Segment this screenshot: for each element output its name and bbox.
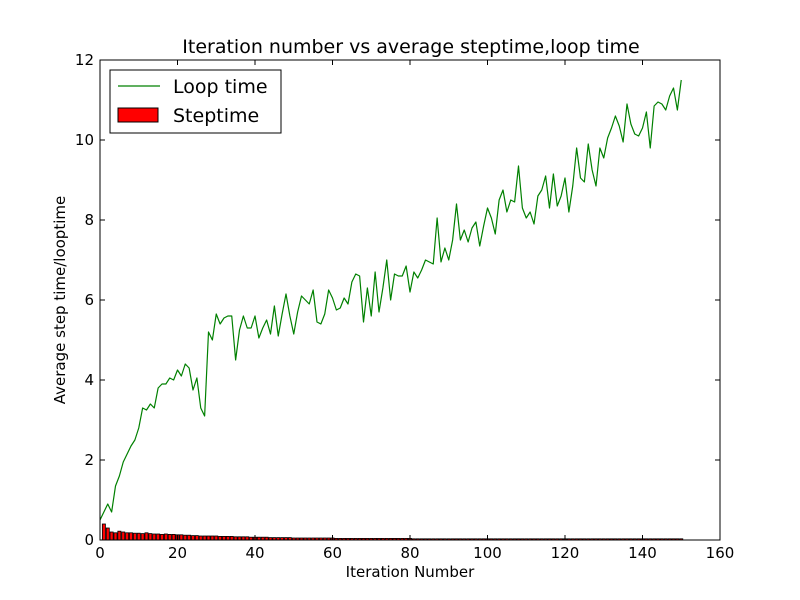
steptime-bar: [121, 531, 126, 541]
legend-label-steptime: Steptime: [173, 105, 259, 127]
legend-bar-swatch: [117, 107, 159, 123]
x-tick-label: 40: [245, 544, 264, 562]
steptime-bar: [136, 532, 141, 541]
x-tick-label: 120: [551, 544, 580, 562]
steptime-bar: [183, 534, 188, 541]
steptime-bar: [156, 533, 161, 541]
steptime-bar: [167, 534, 172, 541]
steptime-bar: [163, 533, 168, 541]
steptime-bar: [132, 532, 137, 541]
steptime-bar: [129, 532, 133, 541]
steptime-bar: [187, 534, 192, 541]
steptime-bar: [214, 535, 219, 541]
y-tick-label: 12: [75, 51, 94, 69]
x-tick-label: 0: [95, 544, 105, 562]
steptime-bar: [222, 536, 226, 541]
steptime-bar: [105, 527, 110, 541]
legend-label-loop-time: Loop time: [173, 76, 268, 98]
x-tick-label: 100: [473, 544, 502, 562]
steptime-bar: [179, 534, 184, 541]
steptime-bar: [125, 532, 130, 541]
steptime-bar: [101, 523, 106, 541]
x-tick-label: 60: [323, 544, 342, 562]
steptime-bar: [194, 535, 199, 541]
steptime-bar: [225, 536, 230, 541]
steptime-bar: [198, 535, 203, 541]
x-tick-label: 160: [706, 544, 735, 562]
x-tick-label: 80: [400, 544, 419, 562]
steptime-bar: [152, 533, 157, 541]
x-tick-label: 140: [628, 544, 657, 562]
steptime-bar: [140, 533, 145, 541]
steptime-bar: [202, 535, 207, 541]
steptime-bar: [109, 531, 114, 541]
steptime-bar: [210, 535, 215, 541]
steptime-bar: [218, 536, 223, 541]
steptime-bar: [160, 534, 164, 541]
steptime-bar: [171, 534, 176, 541]
steptime-bar: [113, 532, 118, 541]
steptime-bar: [144, 532, 149, 541]
y-axis-label: Average step time/looptime: [51, 196, 69, 404]
axis-ticks: 0 20 40 60 80 100 120 140 160 0 2 4 6 8 10 12: [75, 51, 734, 562]
steptime-bar: [117, 530, 122, 541]
steptime-bar: [148, 533, 153, 541]
y-tick-label: 0: [84, 531, 94, 549]
steptime-bar: [206, 535, 211, 541]
loop-time-line: [99, 79, 682, 521]
y-tick-label: 8: [84, 211, 94, 229]
legend: Loop time Steptime: [109, 69, 282, 134]
y-tick-label: 6: [84, 291, 94, 309]
x-axis-label: Iteration Number: [346, 563, 475, 581]
chart-title: Iteration number vs average steptime,loo…: [182, 36, 639, 58]
steptime-bar: [191, 535, 195, 541]
y-tick-label: 10: [75, 131, 94, 149]
y-tick-label: 4: [84, 371, 94, 389]
x-tick-label: 20: [168, 544, 187, 562]
y-tick-label: 2: [84, 451, 94, 469]
steptime-bar: [229, 536, 234, 541]
